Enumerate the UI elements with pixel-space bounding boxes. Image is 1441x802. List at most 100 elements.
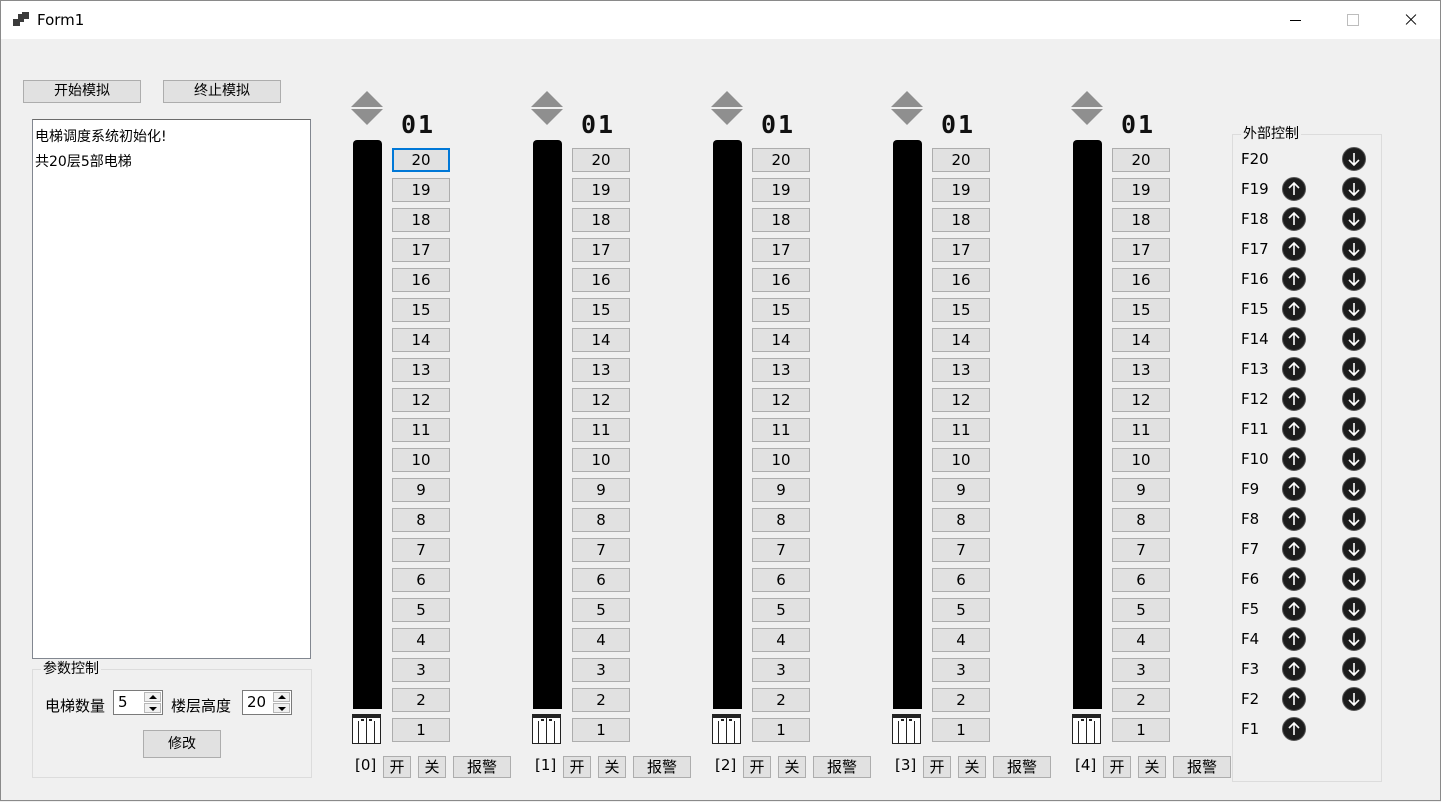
floor-button[interactable]: 10 xyxy=(932,448,990,472)
floor-button[interactable]: 19 xyxy=(752,178,810,202)
floor-button[interactable]: 18 xyxy=(392,208,450,232)
close-door-button[interactable]: 关 xyxy=(778,756,806,778)
call-down-icon[interactable] xyxy=(1342,177,1366,201)
minimize-icon[interactable] xyxy=(1266,1,1324,39)
call-down-icon[interactable] xyxy=(1342,237,1366,261)
call-up-icon[interactable] xyxy=(1282,567,1306,591)
floor-button[interactable]: 14 xyxy=(932,328,990,352)
modify-button[interactable]: 修改 xyxy=(143,730,221,758)
floor-button[interactable]: 10 xyxy=(752,448,810,472)
call-down-icon[interactable] xyxy=(1342,687,1366,711)
floor-button[interactable]: 12 xyxy=(572,388,630,412)
call-up-icon[interactable] xyxy=(1282,357,1306,381)
floor-button[interactable]: 18 xyxy=(572,208,630,232)
maximize-icon[interactable] xyxy=(1324,1,1382,39)
floor-button[interactable]: 17 xyxy=(752,238,810,262)
floor-button[interactable]: 1 xyxy=(572,718,630,742)
spin-down-icon[interactable] xyxy=(144,703,161,713)
call-up-icon[interactable] xyxy=(1282,297,1306,321)
alarm-button[interactable]: 报警 xyxy=(993,756,1051,778)
floor-button[interactable]: 15 xyxy=(392,298,450,322)
floor-button[interactable]: 6 xyxy=(392,568,450,592)
floor-button[interactable]: 9 xyxy=(572,478,630,502)
call-down-icon[interactable] xyxy=(1342,477,1366,501)
floor-button[interactable]: 7 xyxy=(1112,538,1170,562)
floor-button[interactable]: 20 xyxy=(752,148,810,172)
floor-button[interactable]: 1 xyxy=(1112,718,1170,742)
call-up-icon[interactable] xyxy=(1282,717,1306,741)
floor-button[interactable]: 17 xyxy=(1112,238,1170,262)
call-up-icon[interactable] xyxy=(1282,507,1306,531)
floor-button[interactable]: 13 xyxy=(932,358,990,382)
floor-button[interactable]: 8 xyxy=(1112,508,1170,532)
floor-button[interactable]: 5 xyxy=(1112,598,1170,622)
floor-button[interactable]: 10 xyxy=(392,448,450,472)
floor-button[interactable]: 3 xyxy=(1112,658,1170,682)
call-down-icon[interactable] xyxy=(1342,327,1366,351)
floor-height-stepper[interactable]: 20 xyxy=(242,690,292,715)
floor-button[interactable]: 2 xyxy=(1112,688,1170,712)
floor-button[interactable]: 2 xyxy=(932,688,990,712)
call-down-icon[interactable] xyxy=(1342,267,1366,291)
floor-button[interactable]: 13 xyxy=(572,358,630,382)
call-up-icon[interactable] xyxy=(1282,687,1306,711)
floor-button[interactable]: 10 xyxy=(1112,448,1170,472)
close-door-button[interactable]: 关 xyxy=(1138,756,1166,778)
call-up-icon[interactable] xyxy=(1282,537,1306,561)
call-down-icon[interactable] xyxy=(1342,507,1366,531)
call-down-icon[interactable] xyxy=(1342,297,1366,321)
floor-button[interactable]: 16 xyxy=(752,268,810,292)
floor-button[interactable]: 19 xyxy=(1112,178,1170,202)
floor-button[interactable]: 17 xyxy=(392,238,450,262)
floor-button[interactable]: 6 xyxy=(932,568,990,592)
call-up-icon[interactable] xyxy=(1282,447,1306,471)
floor-button[interactable]: 7 xyxy=(572,538,630,562)
call-up-icon[interactable] xyxy=(1282,207,1306,231)
floor-button[interactable]: 9 xyxy=(392,478,450,502)
call-up-icon[interactable] xyxy=(1282,237,1306,261)
floor-button[interactable]: 4 xyxy=(752,628,810,652)
close-icon[interactable] xyxy=(1382,1,1440,39)
open-door-button[interactable]: 开 xyxy=(743,756,771,778)
start-simulation-button[interactable]: 开始模拟 xyxy=(23,80,141,103)
call-down-icon[interactable] xyxy=(1342,537,1366,561)
call-down-icon[interactable] xyxy=(1342,147,1366,171)
floor-button[interactable]: 1 xyxy=(392,718,450,742)
call-down-icon[interactable] xyxy=(1342,207,1366,231)
floor-button[interactable]: 20 xyxy=(392,148,450,172)
spin-up-icon[interactable] xyxy=(273,692,290,702)
floor-button[interactable]: 20 xyxy=(572,148,630,172)
floor-button[interactable]: 7 xyxy=(752,538,810,562)
close-door-button[interactable]: 关 xyxy=(958,756,986,778)
log-textbox[interactable]: 电梯调度系统初始化! 共20层5部电梯 xyxy=(32,119,311,659)
floor-button[interactable]: 2 xyxy=(572,688,630,712)
floor-button[interactable]: 5 xyxy=(932,598,990,622)
alarm-button[interactable]: 报警 xyxy=(633,756,691,778)
floor-button[interactable]: 13 xyxy=(1112,358,1170,382)
floor-button[interactable]: 8 xyxy=(932,508,990,532)
close-door-button[interactable]: 关 xyxy=(598,756,626,778)
open-door-button[interactable]: 开 xyxy=(1103,756,1131,778)
floor-button[interactable]: 7 xyxy=(932,538,990,562)
floor-button[interactable]: 3 xyxy=(392,658,450,682)
call-down-icon[interactable] xyxy=(1342,447,1366,471)
floor-button[interactable]: 16 xyxy=(1112,268,1170,292)
floor-button[interactable]: 11 xyxy=(392,418,450,442)
call-up-icon[interactable] xyxy=(1282,267,1306,291)
floor-button[interactable]: 20 xyxy=(1112,148,1170,172)
floor-button[interactable]: 8 xyxy=(752,508,810,532)
call-up-icon[interactable] xyxy=(1282,177,1306,201)
floor-button[interactable]: 9 xyxy=(1112,478,1170,502)
floor-button[interactable]: 2 xyxy=(752,688,810,712)
floor-button[interactable]: 18 xyxy=(752,208,810,232)
open-door-button[interactable]: 开 xyxy=(923,756,951,778)
floor-button[interactable]: 18 xyxy=(1112,208,1170,232)
close-door-button[interactable]: 关 xyxy=(418,756,446,778)
call-up-icon[interactable] xyxy=(1282,387,1306,411)
call-up-icon[interactable] xyxy=(1282,627,1306,651)
call-up-icon[interactable] xyxy=(1282,657,1306,681)
floor-button[interactable]: 4 xyxy=(392,628,450,652)
floor-button[interactable]: 8 xyxy=(572,508,630,532)
floor-button[interactable]: 9 xyxy=(752,478,810,502)
floor-button[interactable]: 11 xyxy=(752,418,810,442)
